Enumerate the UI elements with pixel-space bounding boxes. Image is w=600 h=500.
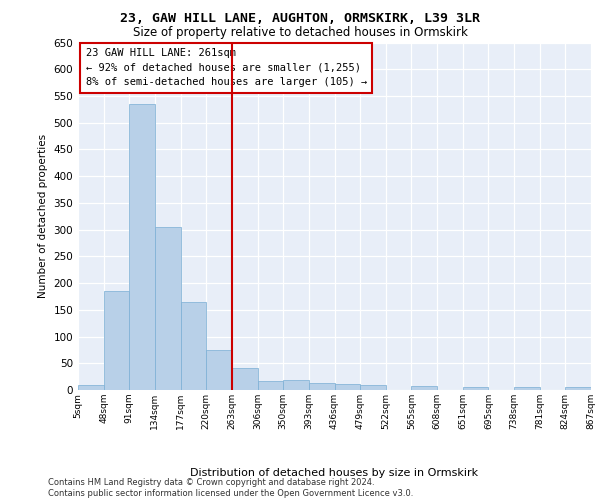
Bar — [463, 388, 488, 390]
Bar — [514, 388, 540, 390]
Bar — [78, 384, 104, 390]
Bar — [206, 350, 232, 390]
Bar — [360, 385, 386, 390]
Text: Contains HM Land Registry data © Crown copyright and database right 2024.
Contai: Contains HM Land Registry data © Crown c… — [48, 478, 413, 498]
Bar — [335, 384, 360, 390]
Bar — [155, 227, 181, 390]
Bar — [232, 368, 257, 390]
Text: 23, GAW HILL LANE, AUGHTON, ORMSKIRK, L39 3LR: 23, GAW HILL LANE, AUGHTON, ORMSKIRK, L3… — [120, 12, 480, 26]
Bar — [283, 380, 309, 390]
Bar — [257, 381, 283, 390]
Bar — [309, 383, 335, 390]
Text: 23 GAW HILL LANE: 261sqm
← 92% of detached houses are smaller (1,255)
8% of semi: 23 GAW HILL LANE: 261sqm ← 92% of detach… — [86, 48, 367, 88]
Bar — [565, 388, 591, 390]
Bar — [181, 302, 206, 390]
Bar — [412, 386, 437, 390]
Y-axis label: Number of detached properties: Number of detached properties — [38, 134, 48, 298]
Bar — [104, 291, 130, 390]
Bar — [130, 104, 155, 390]
Text: Size of property relative to detached houses in Ormskirk: Size of property relative to detached ho… — [133, 26, 467, 39]
X-axis label: Distribution of detached houses by size in Ormskirk: Distribution of detached houses by size … — [190, 468, 479, 478]
